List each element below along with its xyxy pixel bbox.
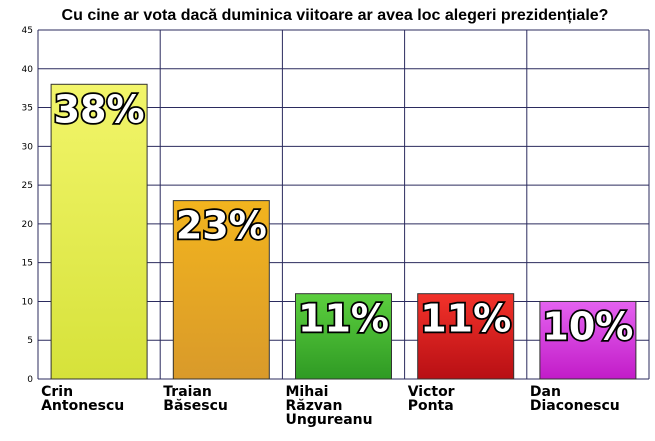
y-tick-label: 45 — [22, 26, 33, 36]
chart-title: Cu cine ar vota dacă duminica viitoare a… — [62, 7, 609, 24]
x-category-label: Dan — [530, 384, 561, 400]
y-tick-label: 25 — [22, 181, 33, 191]
data-label: 38% — [54, 87, 145, 131]
data-label: 10% — [542, 304, 633, 348]
y-tick-label: 10 — [22, 297, 34, 307]
y-axis: 0 5 10 15 20 25 30 35 40 45 — [22, 26, 34, 385]
y-tick-label: 15 — [22, 259, 33, 269]
bar — [417, 293, 515, 380]
bar — [50, 83, 148, 380]
y-tick-label: 40 — [22, 65, 34, 75]
x-category-label: Ungureanu — [286, 412, 373, 428]
data-label: 23% — [176, 204, 267, 248]
x-category-label: Ponta — [408, 398, 454, 414]
data-label: 11% — [420, 297, 511, 341]
y-tick-label: 20 — [22, 220, 34, 230]
x-category-label: Răzvan — [286, 398, 343, 414]
x-category-label: Crin — [41, 384, 73, 400]
data-label: 11% — [298, 297, 389, 341]
y-tick-label: 0 — [27, 375, 33, 385]
x-category-label: Diaconescu — [530, 398, 620, 414]
bar — [539, 300, 637, 380]
y-tick-label: 35 — [22, 104, 33, 114]
bar — [295, 293, 392, 380]
x-category-label: Mihai — [286, 384, 329, 400]
x-category-label: Băsescu — [163, 398, 228, 414]
bar — [172, 200, 270, 380]
x-category-label: Victor — [408, 384, 455, 400]
y-tick-label: 5 — [27, 336, 33, 346]
y-tick-label: 30 — [22, 142, 34, 152]
x-category-label: Antonescu — [41, 398, 124, 414]
x-category-label: Traian — [163, 384, 212, 400]
bars: 38% 23% 11% 11% 10% — [50, 83, 637, 380]
